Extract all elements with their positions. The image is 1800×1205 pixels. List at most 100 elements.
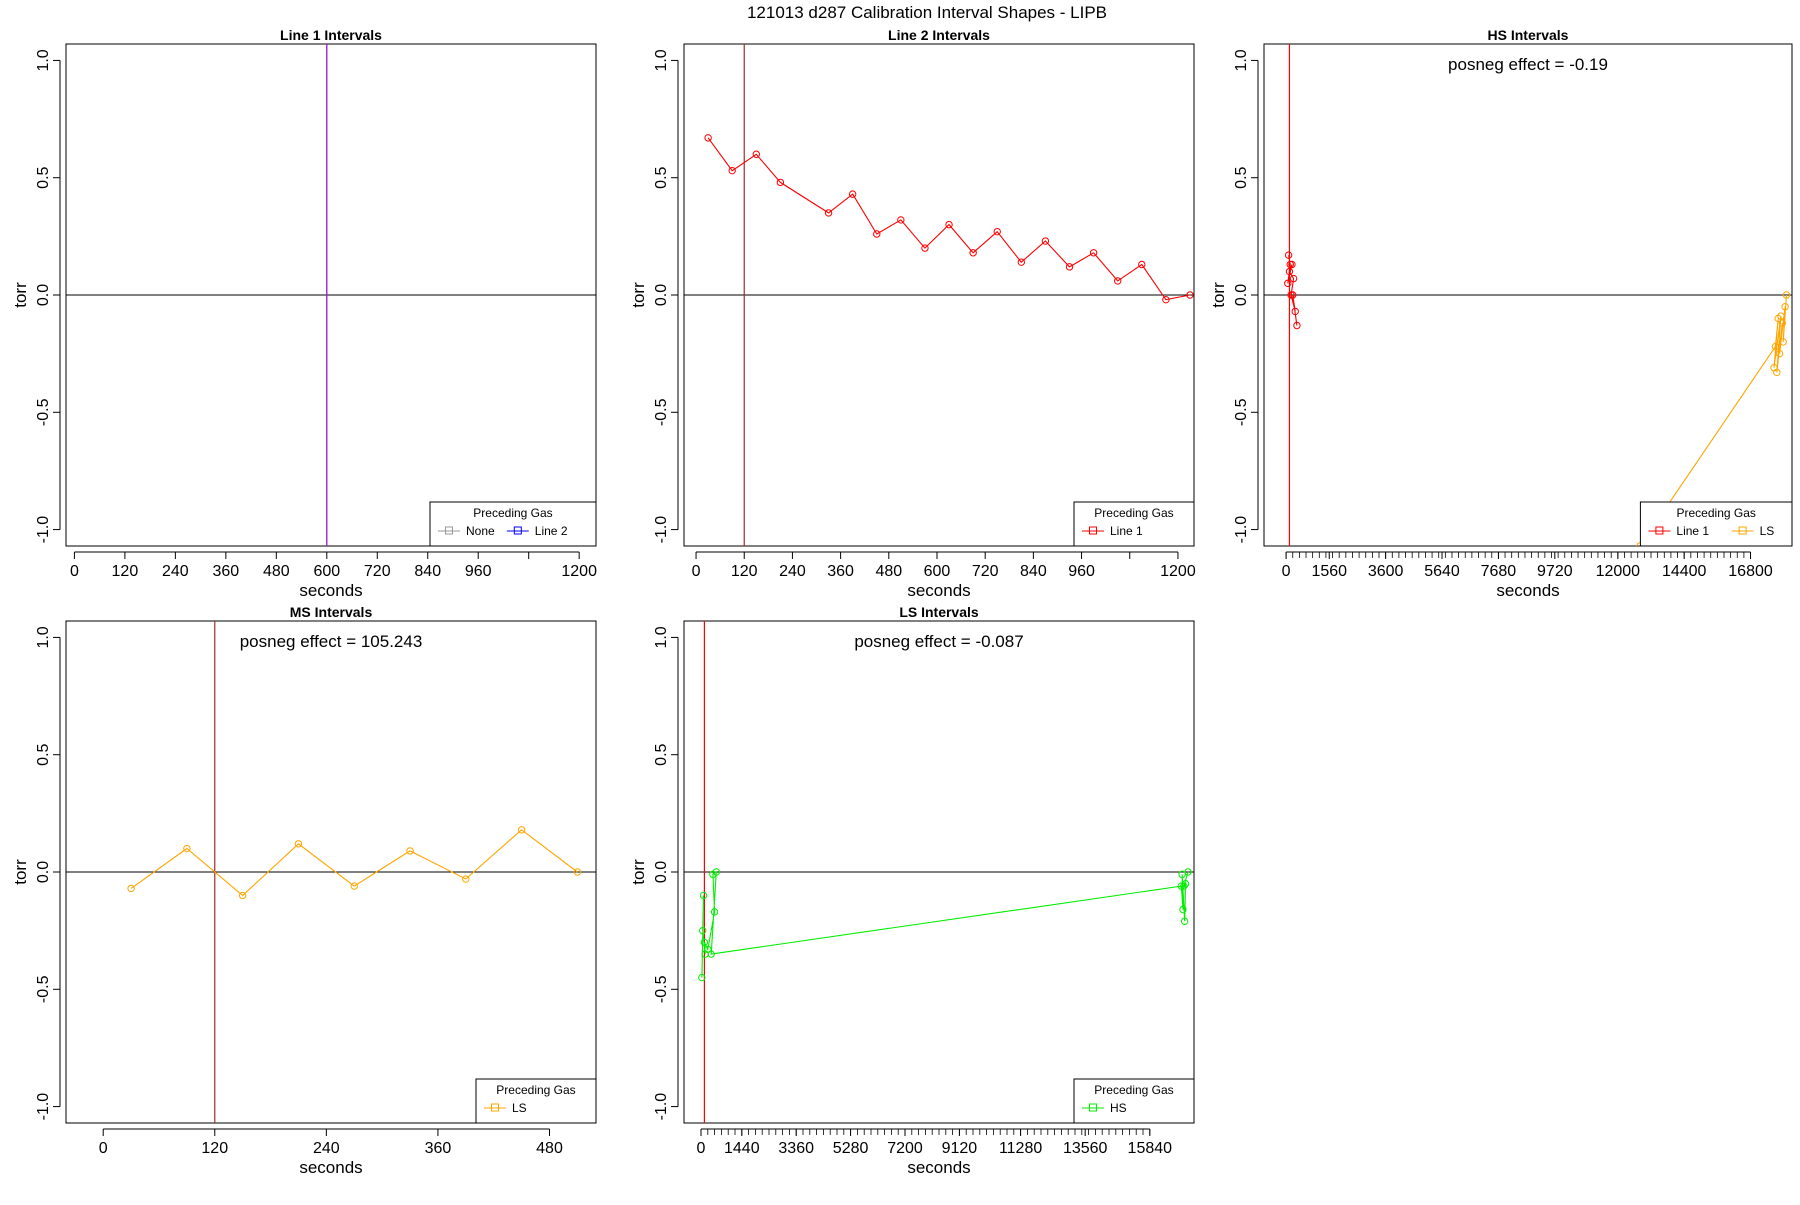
data-point bbox=[698, 973, 706, 982]
chart-panel-4: MS Intervals 0 120 240 360 480 seconds -1.0 -0.5… bbox=[11, 604, 597, 1177]
y-tick-label: 0.0 bbox=[653, 861, 670, 883]
data-point bbox=[1289, 274, 1298, 283]
x-tick-label: 960 bbox=[465, 563, 492, 580]
legend-box bbox=[1639, 501, 1793, 547]
series-line bbox=[707, 137, 1191, 301]
legend-marker-swatch bbox=[1089, 526, 1097, 535]
legend-entry-label: Line 2 bbox=[535, 524, 568, 538]
data-point bbox=[1284, 251, 1293, 259]
panel-title: Line 2 Intervals bbox=[888, 27, 990, 43]
data-point bbox=[848, 190, 857, 198]
y-tick-label: 0.0 bbox=[1233, 284, 1250, 306]
legend-marker-swatch bbox=[445, 526, 453, 535]
x-tick-label: 360 bbox=[827, 563, 854, 580]
data-point bbox=[1775, 349, 1784, 358]
data-point bbox=[1781, 303, 1789, 311]
y-tick-label: -0.5 bbox=[653, 398, 670, 426]
data-point bbox=[699, 926, 707, 935]
y-axis-label: torr bbox=[11, 282, 30, 308]
data-point bbox=[1180, 917, 1189, 925]
x-tick-label: 0 bbox=[99, 1140, 108, 1157]
x-tick-label: 600 bbox=[313, 563, 340, 580]
data-point bbox=[712, 868, 720, 876]
data-point bbox=[728, 166, 736, 175]
legend-title: Preceding Gas bbox=[496, 1083, 575, 1097]
data-point bbox=[1179, 905, 1187, 914]
y-tick-label: -0.5 bbox=[35, 398, 52, 426]
legend-entry-label: HS bbox=[1110, 1101, 1127, 1115]
data-point bbox=[573, 868, 582, 876]
panel-title: Line 1 Intervals bbox=[280, 27, 382, 43]
y-tick-label: 0.5 bbox=[653, 743, 670, 765]
x-tick-label: 240 bbox=[779, 563, 806, 580]
data-point bbox=[1184, 868, 1192, 876]
series-line bbox=[1287, 255, 1298, 326]
data-point bbox=[1041, 237, 1050, 245]
x-tick-label: 720 bbox=[364, 563, 391, 580]
data-point bbox=[824, 209, 833, 217]
x-tick-label: 600 bbox=[924, 563, 951, 580]
y-tick-label: 0.0 bbox=[35, 861, 52, 883]
x-tick-label: 960 bbox=[1068, 563, 1095, 580]
legend-title: Preceding Gas bbox=[473, 506, 552, 520]
posneg-annotation: posneg effect = -0.087 bbox=[854, 632, 1023, 651]
data-point bbox=[517, 826, 526, 834]
chart-panel-5: LS Intervals 0 1440 3360 5280 7200 9120 11280 13… bbox=[629, 604, 1195, 1177]
x-tick-label: 360 bbox=[425, 1140, 452, 1157]
x-tick-label: 0 bbox=[692, 563, 701, 580]
data-point bbox=[897, 216, 905, 224]
x-tick-label: 12000 bbox=[1596, 563, 1641, 580]
panel-title: MS Intervals bbox=[290, 604, 373, 620]
legend-box bbox=[1073, 501, 1195, 547]
legend-marker-swatch bbox=[1738, 526, 1747, 535]
x-tick-label: 1560 bbox=[1311, 563, 1347, 580]
y-tick-label: -1.0 bbox=[35, 516, 52, 544]
legend-box bbox=[429, 501, 597, 547]
y-axis-label: torr bbox=[11, 859, 30, 885]
chart-panel-2: Line 2 Intervals 0 120 240 360 480 600 720 840 96… bbox=[629, 27, 1196, 600]
y-tick-label: 0.5 bbox=[653, 166, 670, 188]
y-axis-label: torr bbox=[629, 282, 648, 308]
y-tick-label: 1.0 bbox=[653, 626, 670, 648]
x-tick-label: 480 bbox=[263, 563, 290, 580]
data-point bbox=[1180, 882, 1188, 890]
x-tick-label: 3360 bbox=[778, 1140, 814, 1157]
data-layer bbox=[698, 868, 1192, 982]
x-tick-label: 15840 bbox=[1128, 1140, 1173, 1157]
data-point bbox=[1773, 368, 1781, 377]
x-tick-label: 480 bbox=[875, 563, 902, 580]
legend-entry-label: None bbox=[466, 524, 495, 538]
data-point bbox=[704, 134, 712, 142]
x-tick-label: 7200 bbox=[887, 1140, 923, 1157]
series-line bbox=[1639, 294, 1788, 546]
data-point bbox=[873, 230, 881, 238]
data-point bbox=[294, 840, 303, 848]
x-tick-label: 9120 bbox=[942, 1140, 978, 1157]
data-point bbox=[1114, 277, 1122, 285]
x-tick-label: 1200 bbox=[1160, 563, 1196, 580]
y-tick-label: -0.5 bbox=[1233, 398, 1250, 426]
data-point bbox=[993, 227, 1001, 236]
legend-marker-swatch bbox=[491, 1103, 499, 1112]
x-tick-label: 7680 bbox=[1481, 563, 1517, 580]
x-tick-label: 120 bbox=[201, 1140, 228, 1157]
data-point bbox=[406, 847, 414, 855]
x-tick-label: 840 bbox=[1020, 563, 1047, 580]
x-tick-label: 5640 bbox=[1424, 563, 1460, 580]
data-point bbox=[1177, 882, 1185, 890]
x-axis-label: seconds bbox=[299, 581, 362, 600]
chart-panel-1: Line 1 Intervals 0 120 240 360 480 600 720 840 96… bbox=[11, 27, 597, 600]
data-point bbox=[1771, 342, 1780, 351]
data-point bbox=[921, 244, 929, 252]
data-point bbox=[1782, 291, 1791, 299]
posneg-annotation: posneg effect = -0.19 bbox=[1448, 55, 1608, 74]
legend-title: Preceding Gas bbox=[1094, 1083, 1173, 1097]
data-point bbox=[776, 178, 785, 187]
x-tick-label: 0 bbox=[70, 563, 79, 580]
x-tick-label: 1200 bbox=[561, 563, 597, 580]
legend-title: Preceding Gas bbox=[1094, 506, 1173, 520]
data-point bbox=[704, 945, 712, 954]
y-tick-label: 1.0 bbox=[1233, 49, 1250, 71]
x-tick-label: 360 bbox=[212, 563, 239, 580]
x-tick-label: 240 bbox=[313, 1140, 340, 1157]
